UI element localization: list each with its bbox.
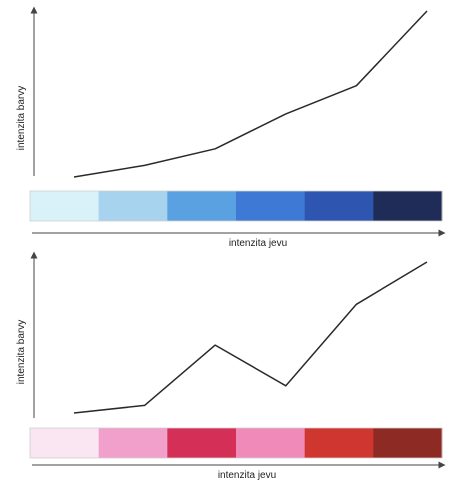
color-swatch-bottom-2	[98, 428, 168, 458]
color-swatch-top-6	[373, 191, 443, 221]
color-swatch-top-2	[98, 191, 168, 221]
x-axis-label-bottom: intenzita jevu	[218, 470, 276, 481]
curve-bottom	[73, 261, 428, 414]
y-axis-label-bottom: intenzita barvy	[16, 320, 27, 384]
color-swatch-top-4	[236, 191, 306, 221]
color-scale-top	[29, 190, 443, 222]
color-swatch-top-5	[304, 191, 374, 221]
color-swatch-top-3	[167, 191, 237, 221]
color-swatch-bottom-4	[236, 428, 306, 458]
y-axis-label-top: intenzita barvy	[16, 86, 27, 150]
color-scale-frame-top	[29, 190, 443, 222]
panel-bottom: intenzita barvy intenzita jevu	[16, 251, 446, 481]
color-swatch-top-1	[30, 191, 100, 221]
panel-top: intenzita barvy intenzita jevu	[16, 6, 446, 249]
color-swatch-bottom-3	[167, 428, 237, 458]
curve-top	[73, 10, 428, 178]
color-scale-bottom	[29, 427, 443, 459]
color-swatch-bottom-6	[373, 428, 443, 458]
color-swatch-bottom-1	[30, 428, 100, 458]
color-swatch-bottom-5	[304, 428, 374, 458]
x-axis-label-top: intenzita jevu	[229, 238, 287, 249]
color-scale-frame-bottom	[29, 427, 443, 459]
